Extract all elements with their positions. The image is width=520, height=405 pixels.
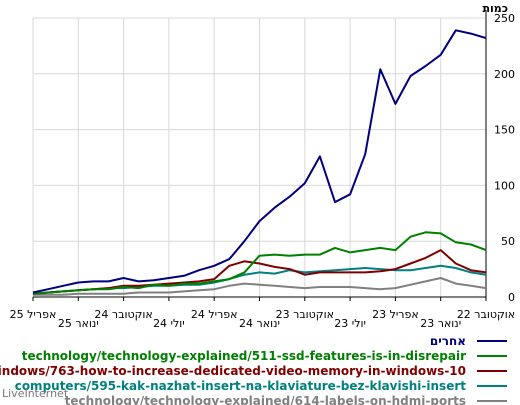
watermark-logo: LiveInternet [2,387,69,400]
x-tick-label: ינואר 25 [58,317,99,330]
y-tick-label: 0 [508,291,515,304]
series-layer [32,29,487,296]
x-tick-label: יולי 24 [153,317,185,330]
grid-lines [32,17,487,298]
x-tick-label: ינואר 23 [420,317,461,330]
x-tick-label: ינואר 24 [239,317,280,330]
x-tick-label: אפריל 24 [191,308,238,321]
series-line [32,249,487,295]
legend-label: s/windows/763-how-to-increase-dedicated-… [0,364,466,378]
x-tick-label: אפריל 25 [10,308,57,321]
legend-label: computers/595-kak-nazhat-insert-na-klavi… [15,379,467,393]
y-tick-label: 250 [494,12,515,25]
y-axis-ticks: 0 50 100 150 200 250 [494,12,515,304]
x-tick-label: אוקטובר 22 [457,308,515,321]
x-tick-label: יולי 23 [334,317,366,330]
y-tick-label: 50 [501,235,515,248]
x-tick-label: אוקטובר 24 [94,308,152,321]
series-line [32,231,487,295]
y-tick-label: 100 [494,179,515,192]
legend: אחריםtechnology/technology-explained/511… [0,334,507,405]
legend-label: technology/technology-explained/614-labe… [65,394,466,405]
legend-label: technology/technology-explained/511-ssd-… [22,349,466,363]
x-tick-label: אפריל 23 [372,308,419,321]
series-line [32,29,487,294]
series-line [33,277,487,296]
y-tick-label: 200 [494,68,515,81]
y-tick-label: 150 [494,124,515,137]
legend-label: אחרים [430,334,466,348]
x-tick-label: אוקטובר 23 [276,308,334,321]
y-axis-title: כמות [483,2,508,15]
